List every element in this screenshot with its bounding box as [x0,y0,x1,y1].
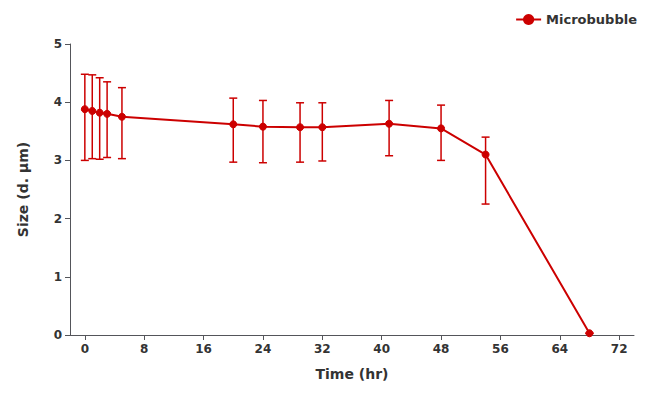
svg-text:Time (hr): Time (hr) [316,366,389,382]
svg-text:4: 4 [54,95,62,109]
svg-text:8: 8 [140,342,148,356]
svg-text:1: 1 [54,270,62,284]
svg-text:48: 48 [433,342,450,356]
svg-text:24: 24 [255,342,272,356]
svg-text:56: 56 [492,342,509,356]
svg-text:40: 40 [373,342,390,356]
svg-text:0: 0 [81,342,89,356]
svg-text:0: 0 [54,328,62,342]
svg-text:32: 32 [314,342,331,356]
svg-text:64: 64 [551,342,568,356]
svg-text:Microbubble: Microbubble [546,12,637,27]
svg-text:72: 72 [611,342,628,356]
svg-text:5: 5 [54,37,62,51]
svg-text:16: 16 [195,342,212,356]
svg-text:2: 2 [54,212,62,226]
svg-text:Size (d. μm): Size (d. μm) [15,142,31,237]
svg-text:3: 3 [54,153,62,167]
